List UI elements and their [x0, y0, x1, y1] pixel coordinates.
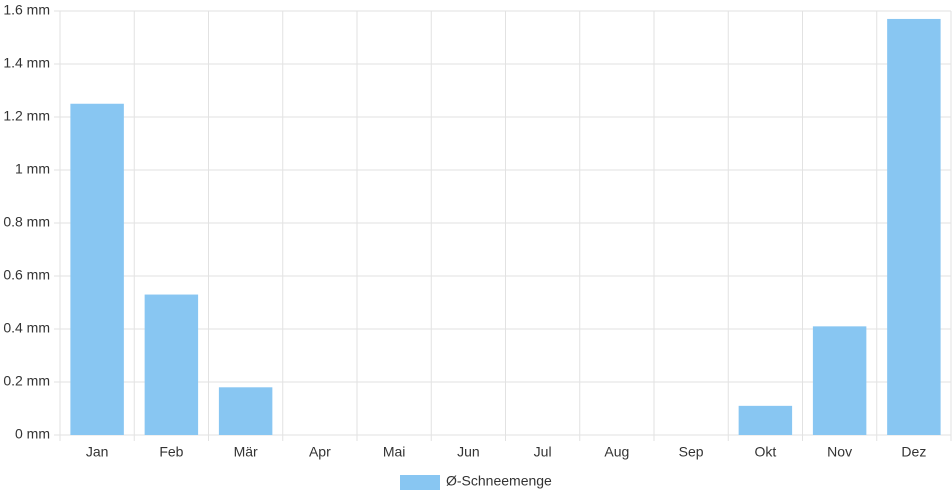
y-tick-label: 0.2 mm — [3, 373, 50, 389]
bar — [887, 18, 941, 435]
bar — [144, 294, 199, 435]
y-tick-label: 0.6 mm — [3, 267, 50, 283]
y-tick-label: 0.8 mm — [3, 214, 50, 230]
x-tick-label: Sep — [679, 444, 704, 460]
x-tick-label: Jul — [534, 444, 552, 460]
y-tick-label: 1.2 mm — [3, 108, 50, 124]
x-tick-label: Feb — [159, 444, 183, 460]
x-tick-label: Jun — [457, 444, 480, 460]
bar — [738, 405, 793, 435]
x-tick-label: Nov — [827, 444, 852, 460]
legend-swatch[interactable] — [400, 475, 440, 490]
y-tick-label: 0 mm — [15, 426, 50, 442]
x-tick-label: Mai — [383, 444, 406, 460]
bar — [812, 326, 867, 435]
bar — [70, 103, 124, 435]
y-tick-label: 1 mm — [15, 161, 50, 177]
x-tick-label: Apr — [309, 444, 331, 460]
x-tick-label: Aug — [604, 444, 629, 460]
y-tick-label: 1.6 mm — [3, 2, 50, 18]
x-tick-label: Jan — [86, 444, 109, 460]
legend-label: Ø-Schneemenge — [446, 473, 552, 489]
x-tick-label: Mär — [234, 444, 258, 460]
x-tick-label: Dez — [901, 444, 926, 460]
x-tick-label: Okt — [754, 444, 776, 460]
y-tick-label: 0.4 mm — [3, 320, 50, 336]
bar — [218, 387, 273, 435]
y-tick-label: 1.4 mm — [3, 55, 50, 71]
